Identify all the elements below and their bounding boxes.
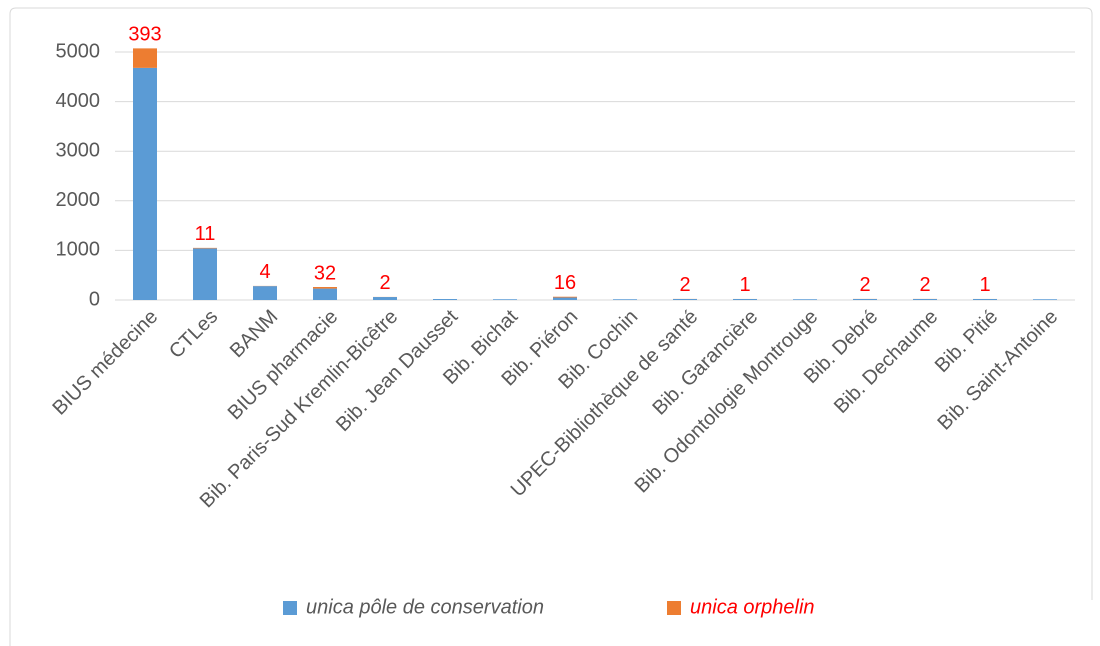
bar-segment [433, 299, 457, 300]
data-label: 11 [195, 223, 216, 245]
bar-segment [853, 299, 877, 300]
data-label: 2 [859, 274, 870, 296]
x-tick-label: Bib. Dechaume [830, 306, 942, 418]
data-label: 4 [259, 261, 270, 283]
bar-segment [553, 297, 577, 300]
legend-label: unica orphelin [690, 596, 815, 618]
bar-segment [313, 288, 337, 300]
bar-segment [613, 299, 637, 300]
x-tick-label: CTLes [165, 306, 222, 363]
bar-segment [193, 248, 217, 300]
bar-segment [253, 286, 277, 300]
data-label: 2 [919, 274, 930, 296]
y-tick-label: 2000 [56, 189, 101, 211]
legend-label: unica pôle de conservation [306, 596, 544, 618]
data-label: 393 [128, 24, 161, 46]
data-label: 32 [314, 262, 336, 284]
legend-swatch [283, 601, 297, 615]
bar-segment [373, 297, 397, 300]
y-tick-label: 1000 [56, 239, 101, 261]
bar-segment [193, 247, 217, 249]
bar-segment [673, 299, 697, 300]
bar-segment [973, 299, 997, 300]
bar-segment [493, 299, 517, 300]
bar-segment [793, 299, 817, 300]
y-tick-label: 3000 [56, 139, 101, 161]
data-label: 2 [379, 272, 390, 294]
bar-segment [553, 296, 577, 298]
y-tick-label: 5000 [56, 40, 101, 62]
x-tick-label: BIUS pharmacie [224, 306, 343, 425]
bar-segment [313, 287, 337, 289]
x-tick-label: Bib. Garancière [648, 306, 762, 420]
data-label: 2 [679, 274, 690, 296]
bar-segment [733, 299, 757, 300]
data-label: 1 [979, 274, 990, 296]
bar-segment [913, 299, 937, 300]
bar-segment [133, 67, 157, 300]
y-tick-label: 4000 [56, 90, 101, 112]
y-tick-label: 0 [89, 288, 100, 310]
legend-swatch [667, 601, 681, 615]
data-label: 16 [554, 272, 576, 294]
data-label: 1 [739, 274, 750, 296]
bar-segment [1033, 299, 1057, 300]
chart-frame [9, 7, 1093, 646]
x-tick-label: BANM [226, 306, 282, 362]
bar-segment [133, 48, 157, 68]
x-tick-label: BIUS médecine [48, 306, 162, 420]
